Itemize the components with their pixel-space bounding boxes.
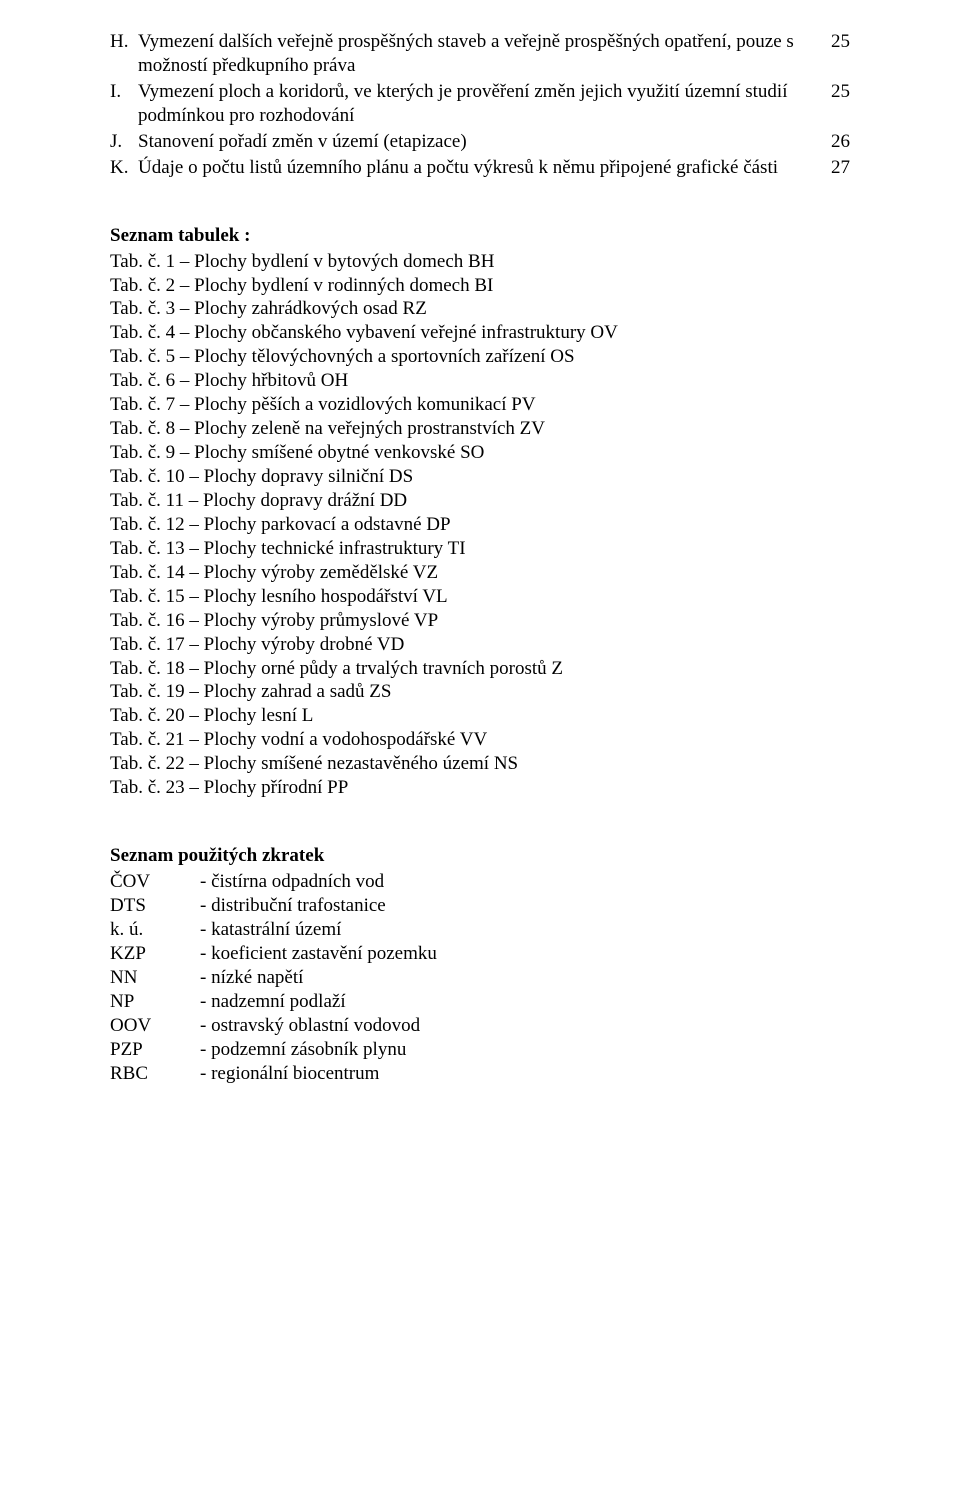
abbrev-heading: Seznam použitých zkratek	[110, 844, 850, 868]
table-entry: Tab. č. 19 – Plochy zahrad a sadů ZS	[110, 680, 850, 704]
table-entry: Tab. č. 23 – Plochy přírodní PP	[110, 776, 850, 800]
toc-page: 26	[820, 130, 850, 154]
toc-text: Vymezení ploch a koridorů, ve kterých je…	[138, 80, 820, 128]
toc-letter: K.	[110, 156, 138, 180]
table-entry: Tab. č. 11 – Plochy dopravy drážní DD	[110, 489, 850, 513]
table-entry: Tab. č. 10 – Plochy dopravy silniční DS	[110, 465, 850, 489]
abbrev-desc: - čistírna odpadních vod	[200, 870, 850, 894]
table-entry: Tab. č. 5 – Plochy tělovýchovných a spor…	[110, 345, 850, 369]
abbrev-desc: - distribuční trafostanice	[200, 894, 850, 918]
table-entry: Tab. č. 8 – Plochy zeleně na veřejných p…	[110, 417, 850, 441]
abbrev-desc: - regionální biocentrum	[200, 1062, 850, 1086]
table-entry: Tab. č. 17 – Plochy výroby drobné VD	[110, 633, 850, 657]
abbrev-desc: - koeficient zastavění pozemku	[200, 942, 850, 966]
abbrev-code: DTS	[110, 894, 200, 918]
abbrev-desc: - ostravský oblastní vodovod	[200, 1014, 850, 1038]
abbrev-row: NN - nízké napětí	[110, 966, 850, 990]
table-entry: Tab. č. 1 – Plochy bydlení v bytových do…	[110, 250, 850, 274]
toc-page: 27	[820, 156, 850, 180]
table-entry: Tab. č. 9 – Plochy smíšené obytné venkov…	[110, 441, 850, 465]
toc-text: Vymezení dalších veřejně prospěšných sta…	[138, 30, 820, 78]
abbrev-row: ČOV - čistírna odpadních vod	[110, 870, 850, 894]
toc-item: J. Stanovení pořadí změn v území (etapiz…	[110, 130, 850, 154]
toc-text: Stanovení pořadí změn v území (etapizace…	[138, 130, 820, 154]
toc-page: 25	[820, 30, 850, 54]
table-entry: Tab. č. 15 – Plochy lesního hospodářství…	[110, 585, 850, 609]
toc-letter: H.	[110, 30, 138, 54]
toc-page: 25	[820, 80, 850, 104]
abbrev-row: NP - nadzemní podlaží	[110, 990, 850, 1014]
table-entry: Tab. č. 3 – Plochy zahrádkových osad RZ	[110, 297, 850, 321]
table-entry: Tab. č. 22 – Plochy smíšené nezastavěnéh…	[110, 752, 850, 776]
abbrev-desc: - nadzemní podlaží	[200, 990, 850, 1014]
abbrev-code: PZP	[110, 1038, 200, 1062]
table-entry: Tab. č. 6 – Plochy hřbitovů OH	[110, 369, 850, 393]
table-entry: Tab. č. 18 – Plochy orné půdy a trvalých…	[110, 657, 850, 681]
table-entry: Tab. č. 21 – Plochy vodní a vodohospodář…	[110, 728, 850, 752]
table-entry: Tab. č. 14 – Plochy výroby zemědělské VZ	[110, 561, 850, 585]
toc-item: H. Vymezení dalších veřejně prospěšných …	[110, 30, 850, 78]
abbrev-row: DTS - distribuční trafostanice	[110, 894, 850, 918]
abbrev-code: OOV	[110, 1014, 200, 1038]
abbrev-row: KZP - koeficient zastavění pozemku	[110, 942, 850, 966]
toc-item: K. Údaje o počtu listů územního plánu a …	[110, 156, 850, 180]
table-entry: Tab. č. 2 – Plochy bydlení v rodinných d…	[110, 274, 850, 298]
tables-heading: Seznam tabulek :	[110, 224, 850, 248]
abbrev-code: RBC	[110, 1062, 200, 1086]
abbrev-code: k. ú.	[110, 918, 200, 942]
abbrev-row: RBC - regionální biocentrum	[110, 1062, 850, 1086]
abbrev-row: OOV - ostravský oblastní vodovod	[110, 1014, 850, 1038]
abbrev-desc: - podzemní zásobník plynu	[200, 1038, 850, 1062]
toc-text: Údaje o počtu listů územního plánu a poč…	[138, 156, 820, 180]
abbrev-code: ČOV	[110, 870, 200, 894]
table-entry: Tab. č. 13 – Plochy technické infrastruk…	[110, 537, 850, 561]
abbrev-list: ČOV - čistírna odpadních vod DTS - distr…	[110, 870, 850, 1085]
abbrev-desc: - nízké napětí	[200, 966, 850, 990]
table-entry: Tab. č. 12 – Plochy parkovací a odstavné…	[110, 513, 850, 537]
abbrev-code: KZP	[110, 942, 200, 966]
toc-letter: I.	[110, 80, 138, 104]
toc-letter: J.	[110, 130, 138, 154]
abbrev-row: k. ú. - katastrální území	[110, 918, 850, 942]
abbrev-code: NP	[110, 990, 200, 1014]
toc-section: H. Vymezení dalších veřejně prospěšných …	[110, 30, 850, 180]
abbrev-desc: - katastrální území	[200, 918, 850, 942]
abbrev-code: NN	[110, 966, 200, 990]
toc-item: I. Vymezení ploch a koridorů, ve kterých…	[110, 80, 850, 128]
table-entry: Tab. č. 20 – Plochy lesní L	[110, 704, 850, 728]
table-entry: Tab. č. 16 – Plochy výroby průmyslové VP	[110, 609, 850, 633]
abbrev-row: PZP - podzemní zásobník plynu	[110, 1038, 850, 1062]
table-entry: Tab. č. 4 – Plochy občanského vybavení v…	[110, 321, 850, 345]
tables-list: Tab. č. 1 – Plochy bydlení v bytových do…	[110, 250, 850, 801]
table-entry: Tab. č. 7 – Plochy pěších a vozidlových …	[110, 393, 850, 417]
